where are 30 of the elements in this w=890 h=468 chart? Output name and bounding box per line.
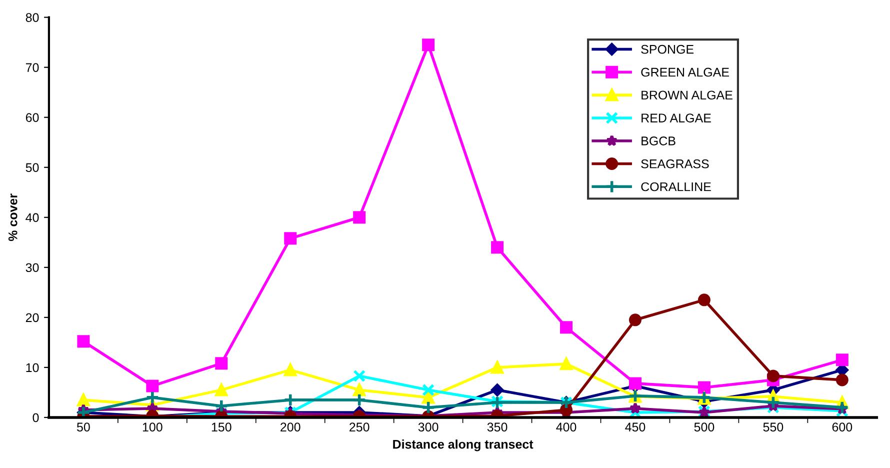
x-tick-label: 450 — [625, 422, 646, 432]
legend-label: BGCB — [642, 136, 676, 146]
y-tick-label: 20 — [26, 313, 39, 322]
x-tick-label: 550 — [763, 422, 784, 432]
x-tick-label: 300 — [418, 422, 438, 432]
y-tick-label: 40 — [26, 213, 39, 222]
x-tick-label: 500 — [694, 422, 714, 432]
x-tick-label: 200 — [280, 422, 300, 432]
y-tick-label: 10 — [26, 363, 39, 372]
x-tick-label: 50 — [76, 422, 90, 432]
y-tick-label: 80 — [26, 13, 39, 22]
y-tick-label: 60 — [26, 113, 39, 122]
legend-label: CORALLINE — [641, 182, 711, 192]
x-tick-label: 150 — [212, 422, 232, 432]
x-tick-label: 600 — [832, 422, 852, 432]
y-tick-label: 30 — [26, 263, 39, 272]
y-tick-label: 0 — [32, 413, 39, 422]
legend-label: SPONGE — [641, 44, 694, 54]
x-axis-title: Distance along transect — [393, 440, 534, 452]
x-tick-label: 100 — [142, 422, 162, 432]
x-tick-label: 250 — [350, 422, 370, 432]
y-tick-label: 70 — [26, 63, 39, 72]
legend-label: BROWN ALGAE — [642, 90, 732, 100]
y-axis-title: % cover — [8, 194, 18, 242]
legend-label: GREEN ALGAE — [641, 68, 729, 77]
legend-label: SEAGRASS — [641, 159, 709, 168]
legend-label: RED ALGAE — [642, 114, 711, 122]
y-tick-label: 50 — [26, 163, 39, 172]
x-tick-label: 400 — [556, 422, 576, 432]
x-tick-label: 350 — [487, 422, 508, 432]
